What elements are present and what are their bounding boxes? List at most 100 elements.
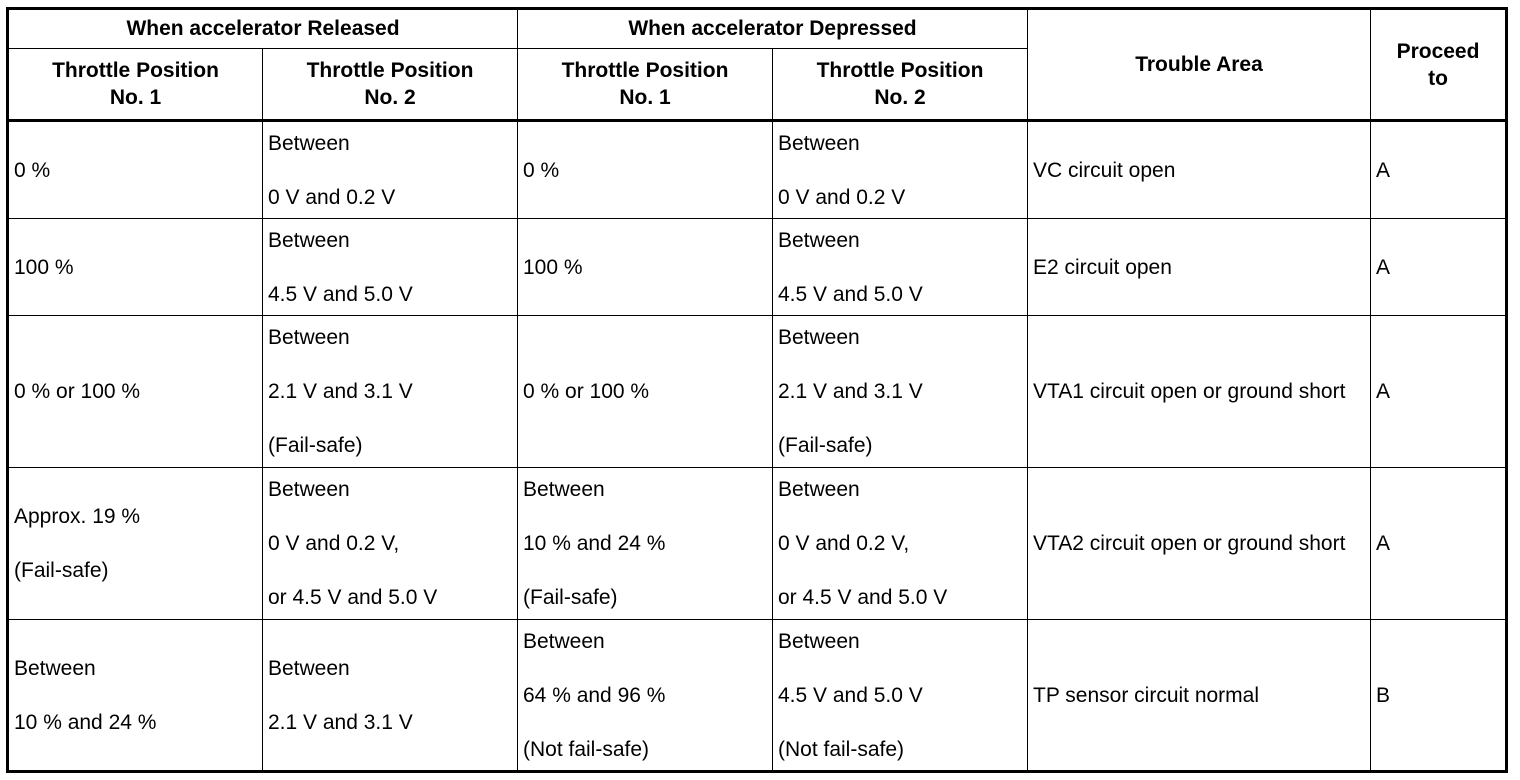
cell-line: Between [523,478,605,501]
proceed-to-cell: B [1370,619,1507,772]
cell-line: Between [268,478,350,501]
cell-line: 0 V and 0.2 V, [268,532,400,555]
released-tp1-header: Throttle Position No. 1 [7,48,263,121]
cell-line: Between [268,326,350,349]
cell-line: 0 % [14,158,51,182]
proceed-to-header-line: Proceed [1396,39,1480,63]
header-line: No. 2 [364,86,416,109]
cell-line: 100 % [14,255,74,279]
depressed-tp2-cell: Between 0 V and 0.2 V, or 4.5 V and 5.0 … [772,467,1028,620]
cell-line: 2.1 V and 3.1 V [778,380,923,403]
cell-line: 0 V and 0.2 V, [778,532,910,555]
trouble-area-cell: TP sensor circuit normal [1027,619,1371,772]
cell-line: (Fail-safe) [778,434,873,457]
depressed-tp1-cell: 0 % or 100 % [517,315,773,468]
cell-line: Between [268,228,350,252]
cell-line: 4.5 V and 5.0 V [778,282,923,306]
cell-line: (Not fail-safe) [778,737,905,761]
throttle-position-table-container: When accelerator Released When accelerat… [6,7,1508,773]
cell-line: A [1376,532,1391,555]
trouble-area-cell: VC circuit open [1027,120,1371,219]
proceed-to-cell: A [1370,218,1507,316]
cell-line: 2.1 V and 3.1 V [268,380,413,403]
depressed-tp2-cell: Between 4.5 V and 5.0 V [772,218,1028,316]
released-tp1-cell: 100 % [7,218,263,316]
cell-text: VC circuit open [1033,158,1176,182]
cell-line: 0 V and 0.2 V [778,185,906,209]
table-row: 0 % or 100 % Between 2.1 V and 3.1 V (Fa… [7,315,1507,468]
cell-line: 0 % or 100 % [523,380,650,403]
depressed-tp2-cell: Between 4.5 V and 5.0 V (Not fail-safe) [772,619,1028,772]
released-tp2-cell: Between 4.5 V and 5.0 V [262,218,518,316]
table-row: Approx. 19 % (Fail-safe) Between 0 V and… [7,467,1507,620]
cell-line: A [1376,255,1391,279]
trouble-area-cell: VTA2 circuit open or ground short [1027,467,1371,620]
cell-text: TP sensor circuit normal [1033,683,1260,707]
cell-line: A [1376,158,1391,182]
depressed-group-header: When accelerator Depressed [517,8,1028,49]
cell-text: VTA2 circuit open or ground short [1033,532,1346,555]
depressed-tp2-cell: Between 2.1 V and 3.1 V (Fail-safe) [772,315,1028,468]
released-tp1-cell: Between 10 % and 24 % [7,619,263,772]
released-tp2-cell: Between 0 V and 0.2 V, or 4.5 V and 5.0 … [262,467,518,620]
proceed-to-header: Proceed to [1370,8,1507,121]
cell-text: VTA1 circuit open or ground short [1033,380,1346,403]
cell-line: Between [14,656,96,680]
released-tp2-cell: Between 2.1 V and 3.1 V (Fail-safe) [262,315,518,468]
cell-line: (Not fail-safe) [523,737,650,761]
proceed-to-header-line: to [1428,66,1448,90]
cell-line: (Fail-safe) [14,559,109,582]
released-tp2-cell: Between 0 V and 0.2 V [262,120,518,219]
header-line: No. 1 [109,86,162,109]
throttle-position-table: When accelerator Released When accelerat… [6,7,1508,773]
cell-line: Between [778,228,860,252]
depressed-tp1-header: Throttle Position No. 1 [517,48,773,121]
header-line: Throttle Position [816,59,984,82]
released-tp2-header: Throttle Position No. 2 [262,48,518,121]
cell-line: Approx. 19 % [14,505,141,528]
cell-line: or 4.5 V and 5.0 V [778,586,948,609]
table-row: 0 % Between 0 V and 0.2 V 0 % Between 0 … [7,120,1507,219]
cell-line: 4.5 V and 5.0 V [778,683,923,707]
table-row: Between 10 % and 24 % Between 2.1 V and … [7,619,1507,772]
cell-line: Between [523,629,605,653]
cell-line: B [1376,683,1391,707]
cell-line: Between [778,478,860,501]
header-line: No. 2 [874,86,926,109]
released-tp1-cell: 0 % [7,120,263,219]
cell-line: (Fail-safe) [523,586,618,609]
cell-line: Between [268,131,350,155]
depressed-tp1-cell: 100 % [517,218,773,316]
cell-line: Between [778,629,860,653]
proceed-to-cell: A [1370,467,1507,620]
cell-line: Between [778,131,860,155]
trouble-area-header: Trouble Area [1027,8,1371,121]
depressed-tp1-cell: 0 % [517,120,773,219]
cell-line: 4.5 V and 5.0 V [268,282,413,306]
cell-line: Between [268,656,350,680]
cell-line: 100 % [523,255,583,279]
released-tp1-cell: Approx. 19 % (Fail-safe) [7,467,263,620]
cell-line: 10 % and 24 % [14,710,157,734]
proceed-to-cell: A [1370,315,1507,468]
cell-line: A [1376,380,1391,403]
released-group-header: When accelerator Released [7,8,518,49]
cell-line: 64 % and 96 % [523,683,666,707]
trouble-area-cell: VTA1 circuit open or ground short [1027,315,1371,468]
cell-line: (Fail-safe) [268,434,363,457]
cell-line: Between [778,326,860,349]
depressed-tp1-cell: Between 64 % and 96 % (Not fail-safe) [517,619,773,772]
cell-text: E2 circuit open [1033,255,1172,279]
depressed-tp2-header: Throttle Position No. 2 [772,48,1028,121]
sub-header-row: Throttle Position No. 1 Throttle Positio… [7,48,1507,121]
header-line: Throttle Position [52,59,219,82]
released-tp2-cell: Between 2.1 V and 3.1 V [262,619,518,772]
proceed-to-cell: A [1370,120,1507,219]
header-line: No. 1 [619,86,671,109]
cell-line: 0 % or 100 % [14,380,141,403]
depressed-tp1-cell: Between 10 % and 24 % (Fail-safe) [517,467,773,620]
header-line: Throttle Position [306,59,474,82]
cell-line: or 4.5 V and 5.0 V [268,586,438,609]
depressed-tp2-cell: Between 0 V and 0.2 V [772,120,1028,219]
cell-line: 0 V and 0.2 V [268,185,396,209]
